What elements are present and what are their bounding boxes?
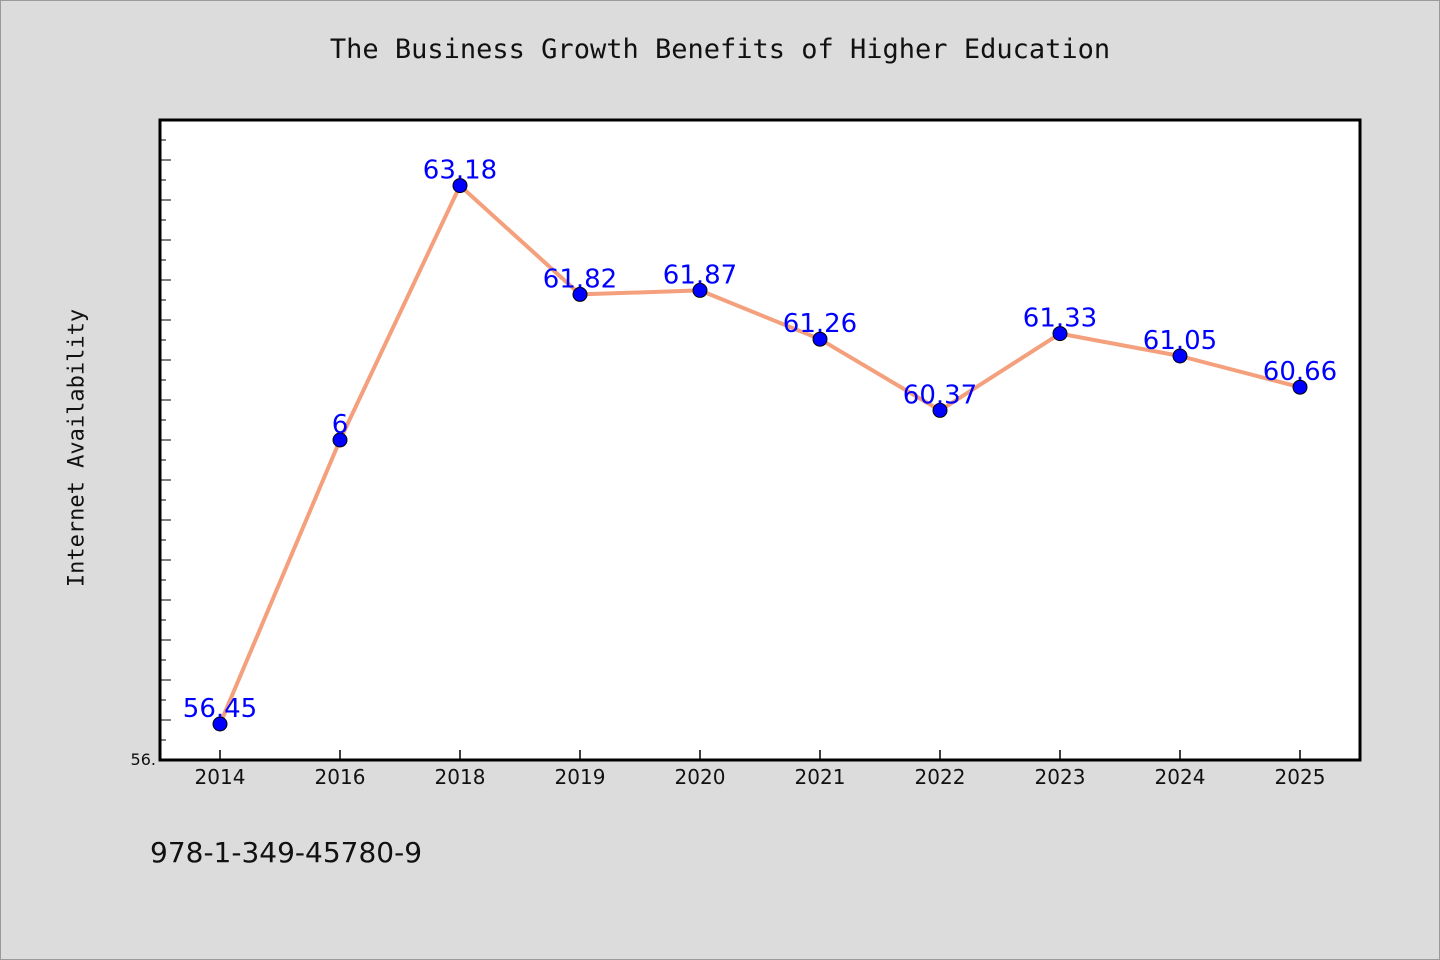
data-label: 61.33 (1023, 304, 1097, 334)
data-point (332, 432, 348, 448)
data-point (572, 286, 588, 302)
x-tick-label: 2024 (1155, 765, 1206, 789)
plot-area (158, 118, 1362, 762)
data-point (812, 331, 828, 347)
chart-title: The Business Growth Benefits of Higher E… (329, 34, 1111, 65)
x-tick-label: 2021 (795, 765, 846, 789)
x-tick-label: 2018 (435, 765, 486, 789)
x-tick-label: 2022 (915, 765, 966, 789)
data-label: 60.37 (903, 380, 977, 410)
data-point (1292, 379, 1308, 395)
series-line (218, 183, 1302, 726)
data-label: 56.45 (183, 694, 257, 724)
data-point (1172, 348, 1188, 364)
data-point (1052, 326, 1068, 342)
x-tick-label: 2020 (675, 765, 726, 789)
x-tick-label: 2016 (315, 765, 366, 789)
data-label: 60.66 (1263, 357, 1337, 387)
x-tick-label: 2014 (195, 765, 246, 789)
data-label: 6 (332, 410, 349, 440)
data-label: 61.87 (663, 260, 737, 290)
data-point (692, 282, 708, 298)
x-tick-label: 2023 (1035, 765, 1086, 789)
data-label: 63.18 (423, 156, 497, 186)
x-tick-label: 2025 (1275, 765, 1326, 789)
y-tick-label: 56. (131, 750, 156, 769)
data-label: 61.26 (783, 309, 857, 339)
data-point (452, 178, 468, 194)
data-point (212, 716, 228, 732)
data-point (932, 402, 948, 418)
data-label: 61.05 (1143, 326, 1217, 356)
data-label: 61.82 (543, 264, 617, 294)
x-tick-label: 2019 (555, 765, 606, 789)
isbn-label: 978-1-349-45780-9 (150, 836, 423, 869)
